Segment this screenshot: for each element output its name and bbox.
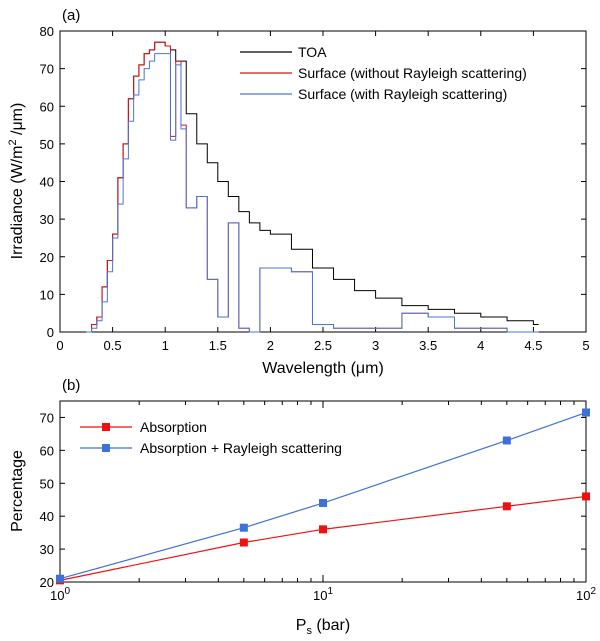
- x-tick-label: 0: [56, 338, 63, 353]
- data-point-marker: [239, 538, 248, 547]
- legend-label: Surface (without Rayleigh scattering): [298, 65, 527, 81]
- y-tick-label: 80: [40, 24, 54, 39]
- legend-swatch-marker: [102, 423, 110, 431]
- legend-label: Absorption: [140, 419, 207, 435]
- ylabel-superscript: 2: [7, 139, 19, 145]
- y-tick-label: 20: [40, 250, 54, 265]
- xlabel-main: P: [296, 617, 307, 634]
- x-tick-label: 4.5: [524, 338, 542, 353]
- x-tick-label: 100: [50, 586, 70, 603]
- legend-label: Absorption + Rayleigh scattering: [140, 440, 342, 456]
- x-tick-label: 1: [162, 338, 169, 353]
- y-tick-label: 40: [40, 175, 54, 190]
- y-tick-label: 50: [40, 476, 54, 491]
- data-point-marker: [502, 502, 511, 511]
- y-tick-label: 30: [40, 212, 54, 227]
- panel-a-series: [86, 41, 539, 333]
- x-tick-label: 2: [267, 338, 274, 353]
- panel-a-y-axis: 0 10 20 30 40 50 60 70 80: [40, 24, 586, 340]
- panel-a-legend: TOA Surface (without Rayleigh scattering)…: [240, 44, 527, 102]
- legend-label: TOA: [298, 44, 327, 60]
- data-point-marker: [502, 436, 511, 445]
- panel-a-label: (a): [62, 7, 80, 24]
- panel-b-x-axis-title: Ps (bar): [296, 617, 350, 637]
- xlabel-subscript: s: [306, 625, 312, 637]
- panel-b-y-axis: 20 30 40 50 60 70: [40, 410, 586, 590]
- tick-base: 10: [50, 588, 64, 603]
- data-point-marker: [582, 408, 590, 417]
- tick-exponent: 0: [64, 586, 70, 597]
- y-tick-label: 30: [40, 542, 54, 557]
- y-tick-label: 10: [40, 287, 54, 302]
- data-point-marker: [582, 492, 590, 501]
- y-tick-label: 20: [40, 575, 54, 590]
- data-point-marker: [239, 523, 248, 532]
- y-tick-label: 0: [47, 325, 54, 340]
- y-tick-label: 60: [40, 99, 54, 114]
- x-tick-label: 102: [576, 586, 596, 603]
- xlabel-tail: (bar): [312, 617, 350, 634]
- panel-a-irradiance: (a) 0 0.5 1 1.5 2 2.5 3 3.5 4 4.5 5 0 10 20 30 40 50 60 7…: [7, 7, 590, 377]
- tick-base: 10: [313, 588, 327, 603]
- data-point-marker: [319, 499, 327, 508]
- panel-b-y-axis-title: Percentage: [9, 450, 26, 532]
- panel-a-x-axis: 0 0.5 1 1.5 2 2.5 3 3.5 4 4.5 5: [56, 31, 590, 353]
- ylabel-main: Irradiance (W/m: [9, 146, 26, 260]
- y-tick-label: 40: [40, 509, 54, 524]
- panel-a-x-axis-title: Wavelength (μm): [262, 360, 384, 377]
- data-point-marker: [56, 574, 64, 583]
- legend-swatch-marker: [102, 444, 110, 452]
- x-tick-label: 3: [372, 338, 379, 353]
- tick-base: 10: [576, 588, 590, 603]
- y-tick-label: 60: [40, 443, 54, 458]
- x-tick-label: 1.5: [209, 338, 227, 353]
- data-point-marker: [319, 525, 327, 534]
- x-tick-label: 5: [582, 338, 589, 353]
- x-tick-label: 4: [477, 338, 484, 353]
- panel-b-frame: [59, 400, 587, 583]
- y-tick-label: 50: [40, 137, 54, 152]
- x-tick-label: 0.5: [104, 338, 122, 353]
- x-tick-label: 101: [313, 586, 333, 603]
- panel-b-x-axis: 100 101 102: [50, 401, 596, 603]
- legend-label: Surface (with Rayleigh scattering): [298, 86, 507, 102]
- panel-b-legend: Absorption Absorption + Rayleigh scatteri…: [80, 419, 342, 456]
- x-tick-label: 3.5: [419, 338, 437, 353]
- tick-exponent: 1: [327, 586, 333, 597]
- panel-b-label: (b): [62, 377, 80, 394]
- y-tick-label: 70: [40, 62, 54, 77]
- ylabel-tail: /μm): [9, 103, 26, 140]
- series-line-2: [86, 53, 539, 333]
- tick-exponent: 2: [590, 586, 596, 597]
- panel-a-y-axis-title: Irradiance (W/m2 /μm): [7, 103, 26, 260]
- panel-b-series: [56, 408, 590, 585]
- x-tick-label: 2.5: [314, 338, 332, 353]
- y-tick-label: 70: [40, 410, 54, 425]
